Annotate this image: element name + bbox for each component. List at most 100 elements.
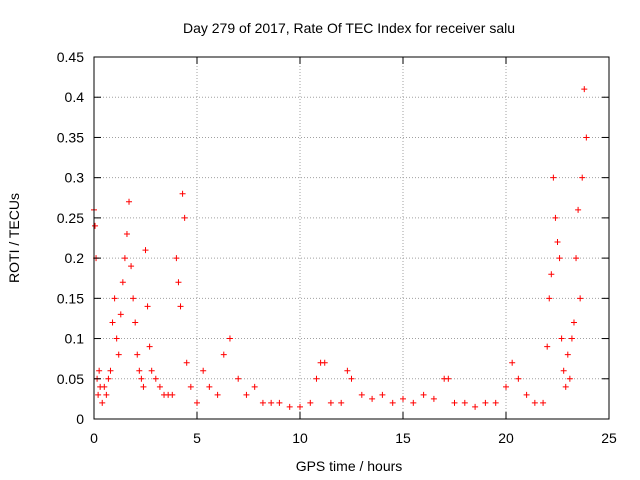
data-point — [540, 399, 547, 406]
data-point — [259, 399, 266, 406]
tick-labels: 0 0.05 0.1 0.15 0.2 0.25 0.3 0.35 0.4 0.45 0 5 10 15 2… — [57, 49, 617, 446]
data-point — [105, 375, 112, 382]
data-point — [344, 367, 351, 374]
data-point — [144, 303, 151, 310]
data-point — [194, 399, 200, 406]
data-point — [552, 214, 559, 221]
data-point — [226, 335, 233, 342]
data-point — [156, 383, 163, 390]
data-point — [400, 395, 406, 402]
data-point — [581, 86, 588, 93]
data-point — [297, 403, 303, 410]
data-point — [130, 295, 137, 302]
data-point — [562, 383, 569, 390]
y-tick-label: 0.4 — [65, 89, 85, 105]
data-point — [313, 375, 320, 382]
data-point — [146, 343, 153, 350]
data-point — [430, 395, 437, 402]
y-tick-label: 0.45 — [57, 49, 84, 65]
data-point — [235, 375, 242, 382]
data-point — [556, 255, 563, 262]
y-tick-label: 0.1 — [65, 331, 85, 347]
data-point — [136, 367, 143, 374]
data-point — [389, 399, 396, 406]
data-point — [509, 359, 516, 366]
data-point — [126, 198, 133, 205]
y-tick-label: 0 — [76, 411, 84, 427]
data-point — [546, 295, 553, 302]
chart-title: Day 279 of 2017, Rate Of TEC Index for r… — [183, 20, 515, 36]
data-point — [121, 255, 128, 262]
data-point — [579, 174, 586, 181]
data-point — [564, 351, 571, 358]
data-point — [117, 311, 124, 318]
data-points — [91, 86, 590, 410]
data-point — [200, 367, 207, 374]
data-point — [379, 391, 386, 398]
data-point — [92, 222, 99, 229]
data-point — [101, 383, 108, 390]
data-point — [583, 134, 590, 141]
data-point — [251, 383, 258, 390]
y-tick-label: 0.35 — [57, 129, 84, 145]
data-point — [544, 343, 551, 350]
data-point — [187, 383, 194, 390]
data-point — [566, 375, 573, 382]
x-tick-label: 10 — [292, 430, 308, 446]
data-point — [523, 391, 530, 398]
y-axis-label: ROTI / TECUs — [6, 193, 22, 283]
data-point — [148, 367, 155, 374]
data-point — [107, 367, 114, 374]
data-point — [134, 351, 141, 358]
grid — [94, 57, 609, 419]
data-point — [96, 367, 103, 374]
data-point — [554, 239, 561, 246]
data-point — [568, 335, 575, 342]
data-point — [119, 279, 126, 286]
data-point — [570, 319, 577, 326]
data-point — [123, 230, 130, 237]
data-point — [560, 367, 567, 374]
data-point — [152, 375, 159, 382]
data-point — [420, 391, 427, 398]
data-point — [573, 255, 580, 262]
y-tick-label: 0.25 — [57, 210, 84, 226]
data-point — [492, 399, 499, 406]
data-point — [338, 399, 345, 406]
data-point — [95, 391, 102, 398]
data-point — [132, 319, 139, 326]
y-tick-label: 0.15 — [57, 290, 84, 306]
data-point — [531, 399, 538, 406]
data-point — [461, 399, 468, 406]
data-point — [109, 319, 116, 326]
x-tick-label: 20 — [498, 430, 514, 446]
data-point — [451, 399, 458, 406]
data-point — [113, 335, 120, 342]
data-point — [577, 295, 584, 302]
ticks — [93, 56, 610, 420]
data-point — [175, 279, 182, 286]
plot-frame — [93, 56, 610, 420]
data-point — [548, 271, 555, 278]
x-tick-label: 0 — [90, 430, 98, 446]
data-point — [286, 403, 293, 410]
data-point — [358, 391, 365, 398]
data-point — [348, 375, 355, 382]
x-tick-label: 5 — [193, 430, 201, 446]
data-point — [181, 214, 188, 221]
data-point — [214, 391, 221, 398]
data-point — [173, 255, 180, 262]
x-tick-label: 15 — [395, 430, 411, 446]
data-point — [558, 335, 565, 342]
data-point — [515, 375, 522, 382]
data-point — [128, 263, 135, 270]
data-point — [327, 399, 334, 406]
y-tick-label: 0.3 — [65, 170, 85, 186]
data-point — [445, 375, 452, 382]
data-point — [482, 399, 489, 406]
data-point — [142, 247, 149, 254]
data-point — [369, 395, 376, 402]
data-point — [220, 351, 227, 358]
